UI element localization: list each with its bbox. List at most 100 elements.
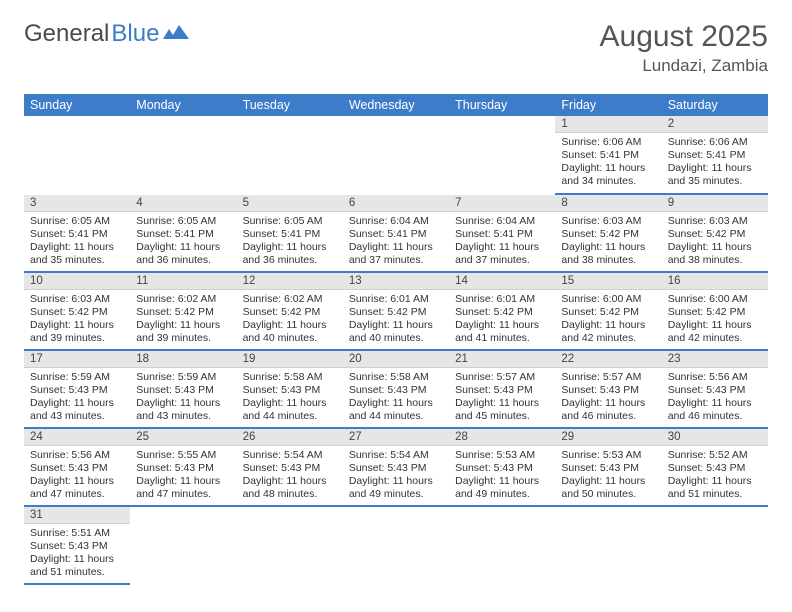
calendar-day-cell	[343, 116, 449, 194]
daylight-text: Daylight: 11 hours and 35 minutes.	[668, 162, 762, 188]
calendar-day-cell: 23Sunrise: 5:56 AMSunset: 5:43 PMDayligh…	[662, 350, 768, 428]
sunrise-text: Sunrise: 6:06 AM	[561, 136, 655, 149]
day-details: Sunrise: 6:03 AMSunset: 5:42 PMDaylight:…	[24, 290, 130, 349]
daylight-text: Daylight: 11 hours and 37 minutes.	[349, 241, 443, 267]
day-details: Sunrise: 5:54 AMSunset: 5:43 PMDaylight:…	[343, 446, 449, 505]
sunrise-text: Sunrise: 6:03 AM	[668, 215, 762, 228]
calendar-day-cell: 12Sunrise: 6:02 AMSunset: 5:42 PMDayligh…	[237, 272, 343, 350]
calendar-day-cell	[130, 506, 236, 584]
calendar-body: 1Sunrise: 6:06 AMSunset: 5:41 PMDaylight…	[24, 116, 768, 584]
sunrise-text: Sunrise: 5:59 AM	[136, 371, 230, 384]
daylight-text: Daylight: 11 hours and 47 minutes.	[136, 475, 230, 501]
sunrise-text: Sunrise: 6:02 AM	[243, 293, 337, 306]
daylight-text: Daylight: 11 hours and 44 minutes.	[349, 397, 443, 423]
calendar-day-cell: 8Sunrise: 6:03 AMSunset: 5:42 PMDaylight…	[555, 194, 661, 272]
sunset-text: Sunset: 5:43 PM	[136, 384, 230, 397]
day-number: 22	[555, 351, 661, 368]
calendar-week-row: 24Sunrise: 5:56 AMSunset: 5:43 PMDayligh…	[24, 428, 768, 506]
day-number: 30	[662, 429, 768, 446]
sunrise-text: Sunrise: 5:53 AM	[455, 449, 549, 462]
calendar-day-cell: 26Sunrise: 5:54 AMSunset: 5:43 PMDayligh…	[237, 428, 343, 506]
weekday-header: Thursday	[449, 94, 555, 116]
title-block: August 2025 Lundazi, Zambia	[600, 20, 768, 76]
day-details: Sunrise: 6:05 AMSunset: 5:41 PMDaylight:…	[237, 212, 343, 271]
month-title: August 2025	[600, 20, 768, 54]
day-details: Sunrise: 5:51 AMSunset: 5:43 PMDaylight:…	[24, 524, 130, 583]
sunset-text: Sunset: 5:43 PM	[30, 384, 124, 397]
sunrise-text: Sunrise: 6:04 AM	[455, 215, 549, 228]
day-number: 23	[662, 351, 768, 368]
sunset-text: Sunset: 5:43 PM	[349, 462, 443, 475]
sunset-text: Sunset: 5:41 PM	[136, 228, 230, 241]
day-number: 6	[343, 195, 449, 212]
day-number: 17	[24, 351, 130, 368]
calendar-table: Sunday Monday Tuesday Wednesday Thursday…	[24, 94, 768, 585]
weekday-header: Sunday	[24, 94, 130, 116]
calendar-day-cell: 2Sunrise: 6:06 AMSunset: 5:41 PMDaylight…	[662, 116, 768, 194]
calendar-day-cell	[343, 506, 449, 584]
day-number: 19	[237, 351, 343, 368]
calendar-day-cell: 3Sunrise: 6:05 AMSunset: 5:41 PMDaylight…	[24, 194, 130, 272]
calendar-day-cell	[662, 506, 768, 584]
calendar-day-cell: 15Sunrise: 6:00 AMSunset: 5:42 PMDayligh…	[555, 272, 661, 350]
daylight-text: Daylight: 11 hours and 49 minutes.	[455, 475, 549, 501]
calendar-day-cell: 28Sunrise: 5:53 AMSunset: 5:43 PMDayligh…	[449, 428, 555, 506]
calendar-day-cell: 17Sunrise: 5:59 AMSunset: 5:43 PMDayligh…	[24, 350, 130, 428]
calendar-day-cell: 9Sunrise: 6:03 AMSunset: 5:42 PMDaylight…	[662, 194, 768, 272]
sunrise-text: Sunrise: 6:02 AM	[136, 293, 230, 306]
day-number: 13	[343, 273, 449, 290]
day-number: 1	[555, 116, 661, 133]
calendar-day-cell	[555, 506, 661, 584]
calendar-day-cell: 4Sunrise: 6:05 AMSunset: 5:41 PMDaylight…	[130, 194, 236, 272]
sunset-text: Sunset: 5:41 PM	[561, 149, 655, 162]
day-number: 2	[662, 116, 768, 133]
calendar-day-cell: 14Sunrise: 6:01 AMSunset: 5:42 PMDayligh…	[449, 272, 555, 350]
calendar-day-cell	[449, 506, 555, 584]
calendar-day-cell: 30Sunrise: 5:52 AMSunset: 5:43 PMDayligh…	[662, 428, 768, 506]
day-details: Sunrise: 5:58 AMSunset: 5:43 PMDaylight:…	[237, 368, 343, 427]
daylight-text: Daylight: 11 hours and 34 minutes.	[561, 162, 655, 188]
sunrise-text: Sunrise: 5:58 AM	[243, 371, 337, 384]
sunrise-text: Sunrise: 6:03 AM	[561, 215, 655, 228]
day-number: 11	[130, 273, 236, 290]
calendar-day-cell: 13Sunrise: 6:01 AMSunset: 5:42 PMDayligh…	[343, 272, 449, 350]
day-details: Sunrise: 6:03 AMSunset: 5:42 PMDaylight:…	[662, 212, 768, 271]
calendar-day-cell: 10Sunrise: 6:03 AMSunset: 5:42 PMDayligh…	[24, 272, 130, 350]
daylight-text: Daylight: 11 hours and 36 minutes.	[243, 241, 337, 267]
sunset-text: Sunset: 5:42 PM	[561, 228, 655, 241]
sunrise-text: Sunrise: 6:06 AM	[668, 136, 762, 149]
sunrise-text: Sunrise: 5:57 AM	[455, 371, 549, 384]
day-details: Sunrise: 5:58 AMSunset: 5:43 PMDaylight:…	[343, 368, 449, 427]
day-number: 12	[237, 273, 343, 290]
calendar-header-row: Sunday Monday Tuesday Wednesday Thursday…	[24, 94, 768, 116]
day-details: Sunrise: 5:57 AMSunset: 5:43 PMDaylight:…	[449, 368, 555, 427]
calendar-day-cell: 25Sunrise: 5:55 AMSunset: 5:43 PMDayligh…	[130, 428, 236, 506]
calendar-day-cell: 24Sunrise: 5:56 AMSunset: 5:43 PMDayligh…	[24, 428, 130, 506]
sunset-text: Sunset: 5:42 PM	[243, 306, 337, 319]
daylight-text: Daylight: 11 hours and 49 minutes.	[349, 475, 443, 501]
weekday-header: Tuesday	[237, 94, 343, 116]
day-number: 26	[237, 429, 343, 446]
sunset-text: Sunset: 5:41 PM	[243, 228, 337, 241]
sunset-text: Sunset: 5:42 PM	[455, 306, 549, 319]
brand-logo: GeneralBlue	[24, 20, 189, 48]
day-number: 4	[130, 195, 236, 212]
daylight-text: Daylight: 11 hours and 45 minutes.	[455, 397, 549, 423]
weekday-header: Monday	[130, 94, 236, 116]
calendar-day-cell: 11Sunrise: 6:02 AMSunset: 5:42 PMDayligh…	[130, 272, 236, 350]
page-header: GeneralBlue August 2025 Lundazi, Zambia	[24, 20, 768, 76]
sunset-text: Sunset: 5:42 PM	[136, 306, 230, 319]
daylight-text: Daylight: 11 hours and 48 minutes.	[243, 475, 337, 501]
sunrise-text: Sunrise: 6:03 AM	[30, 293, 124, 306]
day-details: Sunrise: 6:05 AMSunset: 5:41 PMDaylight:…	[130, 212, 236, 271]
day-details: Sunrise: 6:06 AMSunset: 5:41 PMDaylight:…	[555, 133, 661, 192]
calendar-day-cell: 1Sunrise: 6:06 AMSunset: 5:41 PMDaylight…	[555, 116, 661, 194]
calendar-day-cell	[130, 116, 236, 194]
calendar-day-cell	[449, 116, 555, 194]
sunrise-text: Sunrise: 5:56 AM	[668, 371, 762, 384]
daylight-text: Daylight: 11 hours and 51 minutes.	[30, 553, 124, 579]
daylight-text: Daylight: 11 hours and 40 minutes.	[349, 319, 443, 345]
day-number: 20	[343, 351, 449, 368]
day-number: 16	[662, 273, 768, 290]
calendar-day-cell: 20Sunrise: 5:58 AMSunset: 5:43 PMDayligh…	[343, 350, 449, 428]
